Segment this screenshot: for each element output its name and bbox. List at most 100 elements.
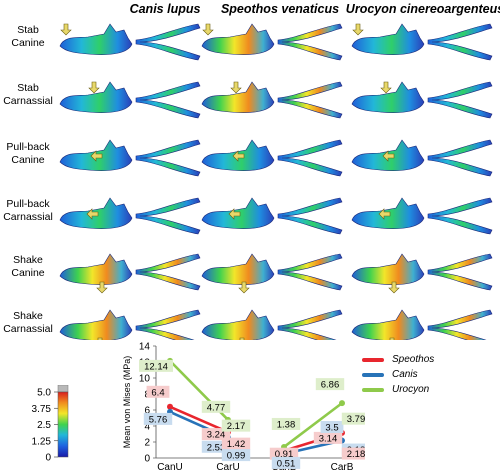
mandible-dorsal-view [277,253,343,291]
data-label-box [221,449,251,462]
data-label-urocyon: 4.77 [201,400,231,413]
mandible-dorsal-view [135,23,201,61]
y-tick-label: 4 [144,422,150,433]
data-label-box [341,447,365,460]
mandible-panel-canis-shake-canine [59,253,201,294]
load-arrow-icon [352,23,364,36]
series-line-urocyon [282,401,344,449]
mandible-dorsal-view [135,81,201,119]
data-label-urocyon: 6.86 [315,378,345,391]
y-tick-label: 6 [144,406,150,417]
mandible-dorsal-view [427,139,493,177]
data-label-text: 3.79 [347,414,365,425]
mandible-dorsal-view [427,309,493,340]
mandible-dorsal-view [135,139,201,177]
mandible-dorsal-view [135,197,201,235]
extra-data-label: 0.99 [221,449,251,462]
mandible-dorsal-view [135,309,201,340]
data-label-text: 0.51 [277,458,296,469]
mandible-dorsal-view [427,197,493,235]
load-arrow-icon [60,23,72,36]
mandible-dorsal-view [427,253,493,291]
data-label-canis: 0.51 [271,456,301,469]
load-arrow-icon [88,81,100,94]
legend-swatch-canis [362,373,384,377]
data-label-box [221,437,251,450]
von-mises-chart: 02468101214Mean von Mises (MPa)CanUCarUC… [122,342,365,473]
mandible-lateral-view [59,81,133,113]
species-header-speothos: Speothos venaticus [220,2,340,16]
x-tick-label: CanU [157,462,183,473]
colorbar-gradient [57,391,69,458]
mandible-panel-urocyon-shake-canine [351,253,493,294]
row-label-line1: Shake [13,254,43,266]
row-label-line2: Carnassial [3,95,53,107]
data-label-text: 3.24 [207,430,226,441]
data-label-box [139,359,173,372]
colorbar-tick-label: 0 [45,453,51,464]
mandible-panel-urocyon-pullback-carnassial [351,197,493,235]
stress-colorbar: 5.0 3.75 2.5 1.25 0 [32,385,69,464]
row-label-shake-canine: Shake Canine [0,254,56,280]
data-label-text: 0.91 [275,449,294,460]
row-label-line2: Carnassial [3,323,53,335]
data-label-box [221,419,251,432]
data-point-urocyon [339,400,345,407]
row-label-stab-canine: Stab Canine [0,24,56,50]
extra-data-label: 3.5 [320,421,344,434]
data-label-box [201,400,231,413]
mandible-lateral-view [201,23,275,55]
series-line-speothos [168,405,230,434]
mandible-lateral-view [351,253,425,285]
load-arrow-icon [238,281,250,294]
data-label-speothos: 3.14 [313,431,343,444]
mandible-dorsal-view [277,197,343,235]
load-arrow-icon [97,337,103,340]
y-tick-label: 14 [139,342,151,353]
mandible-lateral-view [351,81,425,113]
data-label-box [320,421,344,433]
data-label-text: 3.14 [319,433,338,444]
data-label-box [271,456,301,469]
load-arrow-icon [380,81,392,94]
data-label-box [271,417,301,430]
row-label-stab-carnassial: Stab Carnassial [0,82,56,108]
row-label-line2: Carnassial [3,211,53,223]
extra-data-label: 2.18 [341,447,365,460]
colorbar-tick-label: 5.0 [37,388,51,399]
row-label-pullback-canine: Pull-back Canine [0,141,56,167]
species-header-urocyon: Urocyon cinereoargenteus [345,2,500,16]
colorbar-cap [57,385,69,393]
data-label-urocyon: 1.38 [271,417,301,430]
row-label-pullback-carnassial: Pull-back Carnassial [0,198,56,224]
row-label-line1: Shake [13,310,43,322]
mandible-panel-speothos-shake-carnassial [201,309,343,340]
fea-stress-panels [59,23,493,340]
load-arrow-icon [378,208,391,220]
legend-swatch-urocyon [362,388,384,392]
colorbar-tick-label: 3.75 [32,404,52,415]
data-label-text: 3.5 [325,423,338,434]
data-label-speothos: 0.91 [269,447,299,460]
load-arrow-icon [230,81,242,94]
mandible-dorsal-view [277,81,343,119]
data-label-text: 5.76 [149,414,168,425]
mandible-panel-urocyon-stab-carnassial [351,81,493,119]
data-label-text: 0.99 [227,451,246,462]
data-label-box [143,412,173,425]
data-label-text: 1.38 [277,419,296,430]
mandible-dorsal-view [427,81,493,119]
row-label-line1: Stab [17,24,39,36]
mandible-panel-canis-pullback-canine [59,139,201,177]
data-label-text: 2.17 [227,421,246,432]
mandible-panel-urocyon-pullback-canine [351,139,493,177]
data-label-box [341,412,365,425]
mandible-panel-canis-stab-carnassial [59,81,201,119]
colorbar-tick-label: 2.5 [37,420,51,431]
mandible-lateral-view [351,23,425,55]
extra-data-label: 3.79 [341,412,365,425]
data-label-text: 2.18 [347,449,365,460]
load-arrow-icon [96,281,108,294]
data-label-text: 12.14 [144,361,168,372]
load-arrow-icon [232,150,245,162]
